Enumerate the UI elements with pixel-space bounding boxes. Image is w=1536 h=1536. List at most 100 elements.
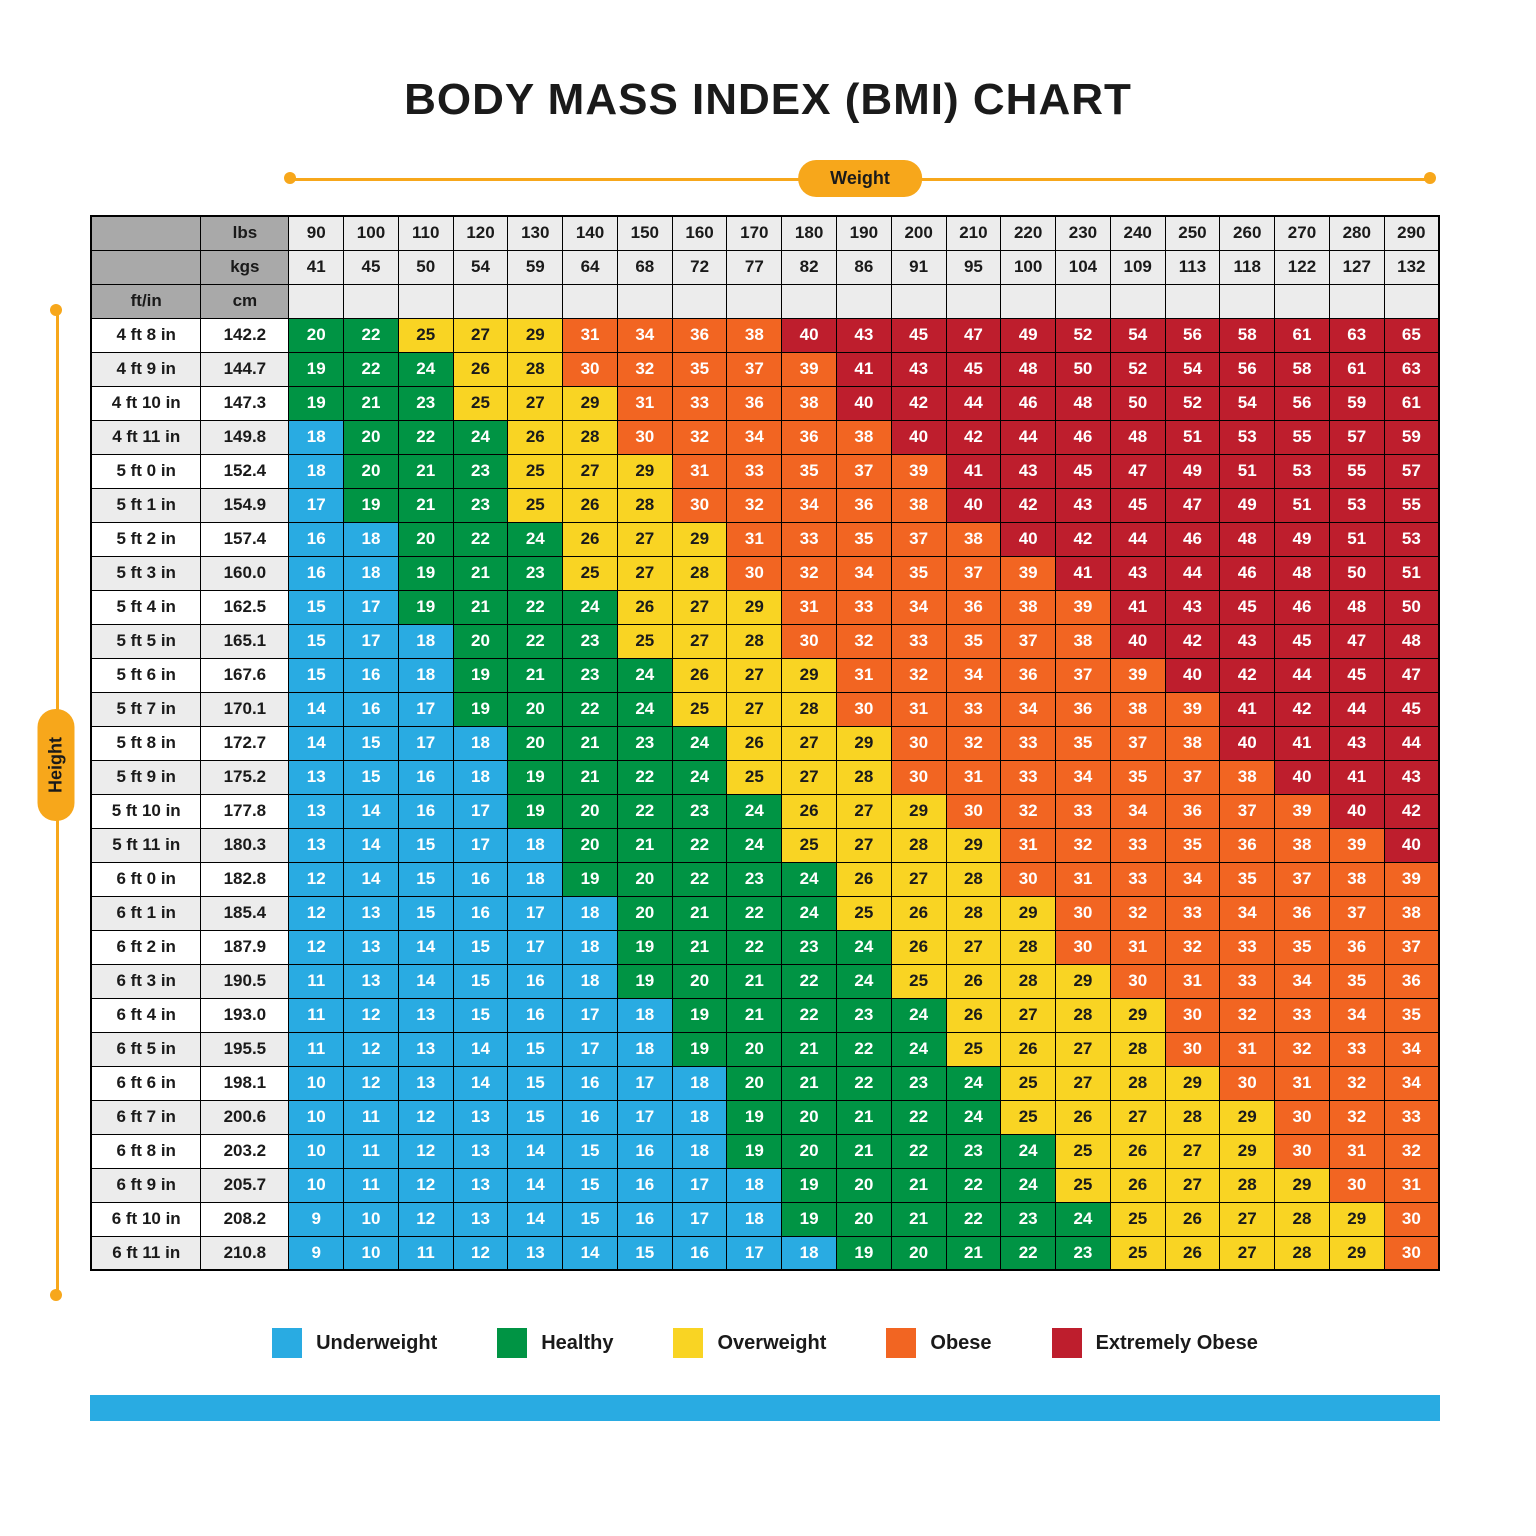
table-row: 6 ft 1 in185.412131516171820212224252628… xyxy=(91,896,1439,930)
legend: UnderweightHealthyOverweightObeseExtreme… xyxy=(90,1328,1440,1358)
bmi-cell: 10 xyxy=(289,1066,344,1100)
bmi-cell: 45 xyxy=(946,352,1001,386)
bmi-cell: 41 xyxy=(1110,590,1165,624)
bmi-cell: 32 xyxy=(672,420,727,454)
bmi-cell: 14 xyxy=(453,1032,508,1066)
bmi-cell: 37 xyxy=(1056,658,1111,692)
bmi-cell: 44 xyxy=(1384,726,1439,760)
bmi-cell: 16 xyxy=(672,1236,727,1270)
legend-swatch xyxy=(272,1328,302,1358)
bmi-cell: 21 xyxy=(782,1032,837,1066)
bmi-cell: 53 xyxy=(1220,420,1275,454)
bmi-cell: 45 xyxy=(891,318,946,352)
bmi-cell: 34 xyxy=(727,420,782,454)
bmi-cell: 36 xyxy=(727,386,782,420)
bmi-cell: 12 xyxy=(289,896,344,930)
bmi-cell: 23 xyxy=(782,930,837,964)
bmi-cell: 24 xyxy=(891,998,946,1032)
hdr-blank-cell xyxy=(1329,284,1384,318)
bmi-cell: 26 xyxy=(782,794,837,828)
bmi-cell: 15 xyxy=(508,1100,563,1134)
bmi-cell: 48 xyxy=(1056,386,1111,420)
bmi-cell: 19 xyxy=(398,590,453,624)
bmi-cell: 57 xyxy=(1384,454,1439,488)
bmi-cell: 26 xyxy=(1110,1168,1165,1202)
row-ftin: 5 ft 3 in xyxy=(91,556,201,590)
bmi-cell: 23 xyxy=(563,624,618,658)
legend-label: Underweight xyxy=(316,1332,437,1355)
bmi-cell: 14 xyxy=(398,930,453,964)
bmi-cell: 20 xyxy=(836,1168,891,1202)
bmi-cell: 39 xyxy=(1275,794,1330,828)
row-ftin: 6 ft 6 in xyxy=(91,1066,201,1100)
bmi-cell: 30 xyxy=(563,352,618,386)
bmi-cell: 35 xyxy=(672,352,727,386)
bmi-cell: 31 xyxy=(1056,862,1111,896)
bmi-cell: 17 xyxy=(344,624,399,658)
bmi-cell: 38 xyxy=(1329,862,1384,896)
bmi-cell: 56 xyxy=(1220,352,1275,386)
bmi-cell: 24 xyxy=(1056,1202,1111,1236)
bmi-cell: 27 xyxy=(1001,998,1056,1032)
bmi-cell: 12 xyxy=(289,930,344,964)
hdr-lbs-val: 270 xyxy=(1275,216,1330,250)
bmi-cell: 14 xyxy=(289,692,344,726)
bmi-cell: 22 xyxy=(563,692,618,726)
bmi-cell: 17 xyxy=(508,930,563,964)
bmi-cell: 15 xyxy=(344,760,399,794)
hdr-lbs-val: 140 xyxy=(563,216,618,250)
bmi-cell: 10 xyxy=(289,1100,344,1134)
bmi-cell: 30 xyxy=(1329,1168,1384,1202)
bmi-cell: 50 xyxy=(1384,590,1439,624)
bmi-cell: 19 xyxy=(782,1168,837,1202)
bmi-cell: 17 xyxy=(344,590,399,624)
bmi-cell: 31 xyxy=(672,454,727,488)
bmi-cell: 19 xyxy=(453,658,508,692)
row-ftin: 5 ft 4 in xyxy=(91,590,201,624)
bmi-cell: 24 xyxy=(1001,1134,1056,1168)
bmi-cell: 41 xyxy=(836,352,891,386)
bmi-cell: 38 xyxy=(891,488,946,522)
hdr-blank-cell xyxy=(836,284,891,318)
legend-swatch xyxy=(1052,1328,1082,1358)
bmi-cell: 36 xyxy=(1165,794,1220,828)
bmi-cell: 10 xyxy=(344,1236,399,1270)
bmi-cell: 34 xyxy=(1329,998,1384,1032)
bmi-cell: 26 xyxy=(453,352,508,386)
bmi-cell: 32 xyxy=(1165,930,1220,964)
legend-label: Obese xyxy=(930,1332,991,1355)
bmi-cell: 33 xyxy=(1275,998,1330,1032)
bmi-cell: 33 xyxy=(1220,964,1275,998)
legend-item: Extremely Obese xyxy=(1052,1328,1258,1358)
bmi-cell: 55 xyxy=(1275,420,1330,454)
hdr-blank-cell xyxy=(617,284,672,318)
bmi-cell: 38 xyxy=(782,386,837,420)
bmi-cell: 45 xyxy=(1220,590,1275,624)
hdr-lbs-val: 280 xyxy=(1329,216,1384,250)
bmi-cell: 27 xyxy=(1220,1202,1275,1236)
bmi-cell: 44 xyxy=(1165,556,1220,590)
hdr-cm-label: cm xyxy=(201,284,289,318)
hdr-lbs-val: 290 xyxy=(1384,216,1439,250)
bmi-cell: 26 xyxy=(946,998,1001,1032)
bmi-cell: 18 xyxy=(563,896,618,930)
bmi-cell: 35 xyxy=(1329,964,1384,998)
bmi-cell: 21 xyxy=(672,896,727,930)
bmi-cell: 18 xyxy=(453,726,508,760)
bmi-cell: 27 xyxy=(672,624,727,658)
bmi-cell: 46 xyxy=(1056,420,1111,454)
bmi-cell: 30 xyxy=(891,760,946,794)
hdr-blank-cell xyxy=(398,284,453,318)
bmi-cell: 16 xyxy=(617,1134,672,1168)
bmi-cell: 48 xyxy=(1275,556,1330,590)
hdr-lbs-val: 100 xyxy=(344,216,399,250)
bmi-cell: 14 xyxy=(508,1134,563,1168)
bmi-cell: 13 xyxy=(344,930,399,964)
bmi-cell: 29 xyxy=(1001,896,1056,930)
bmi-cell: 41 xyxy=(1220,692,1275,726)
bmi-cell: 26 xyxy=(617,590,672,624)
row-cm: 208.2 xyxy=(201,1202,289,1236)
bmi-cell: 26 xyxy=(1165,1202,1220,1236)
bmi-cell: 30 xyxy=(836,692,891,726)
bmi-cell: 16 xyxy=(508,998,563,1032)
